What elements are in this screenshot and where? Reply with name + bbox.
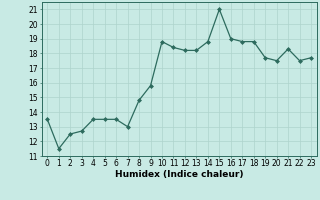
X-axis label: Humidex (Indice chaleur): Humidex (Indice chaleur) <box>115 170 244 179</box>
